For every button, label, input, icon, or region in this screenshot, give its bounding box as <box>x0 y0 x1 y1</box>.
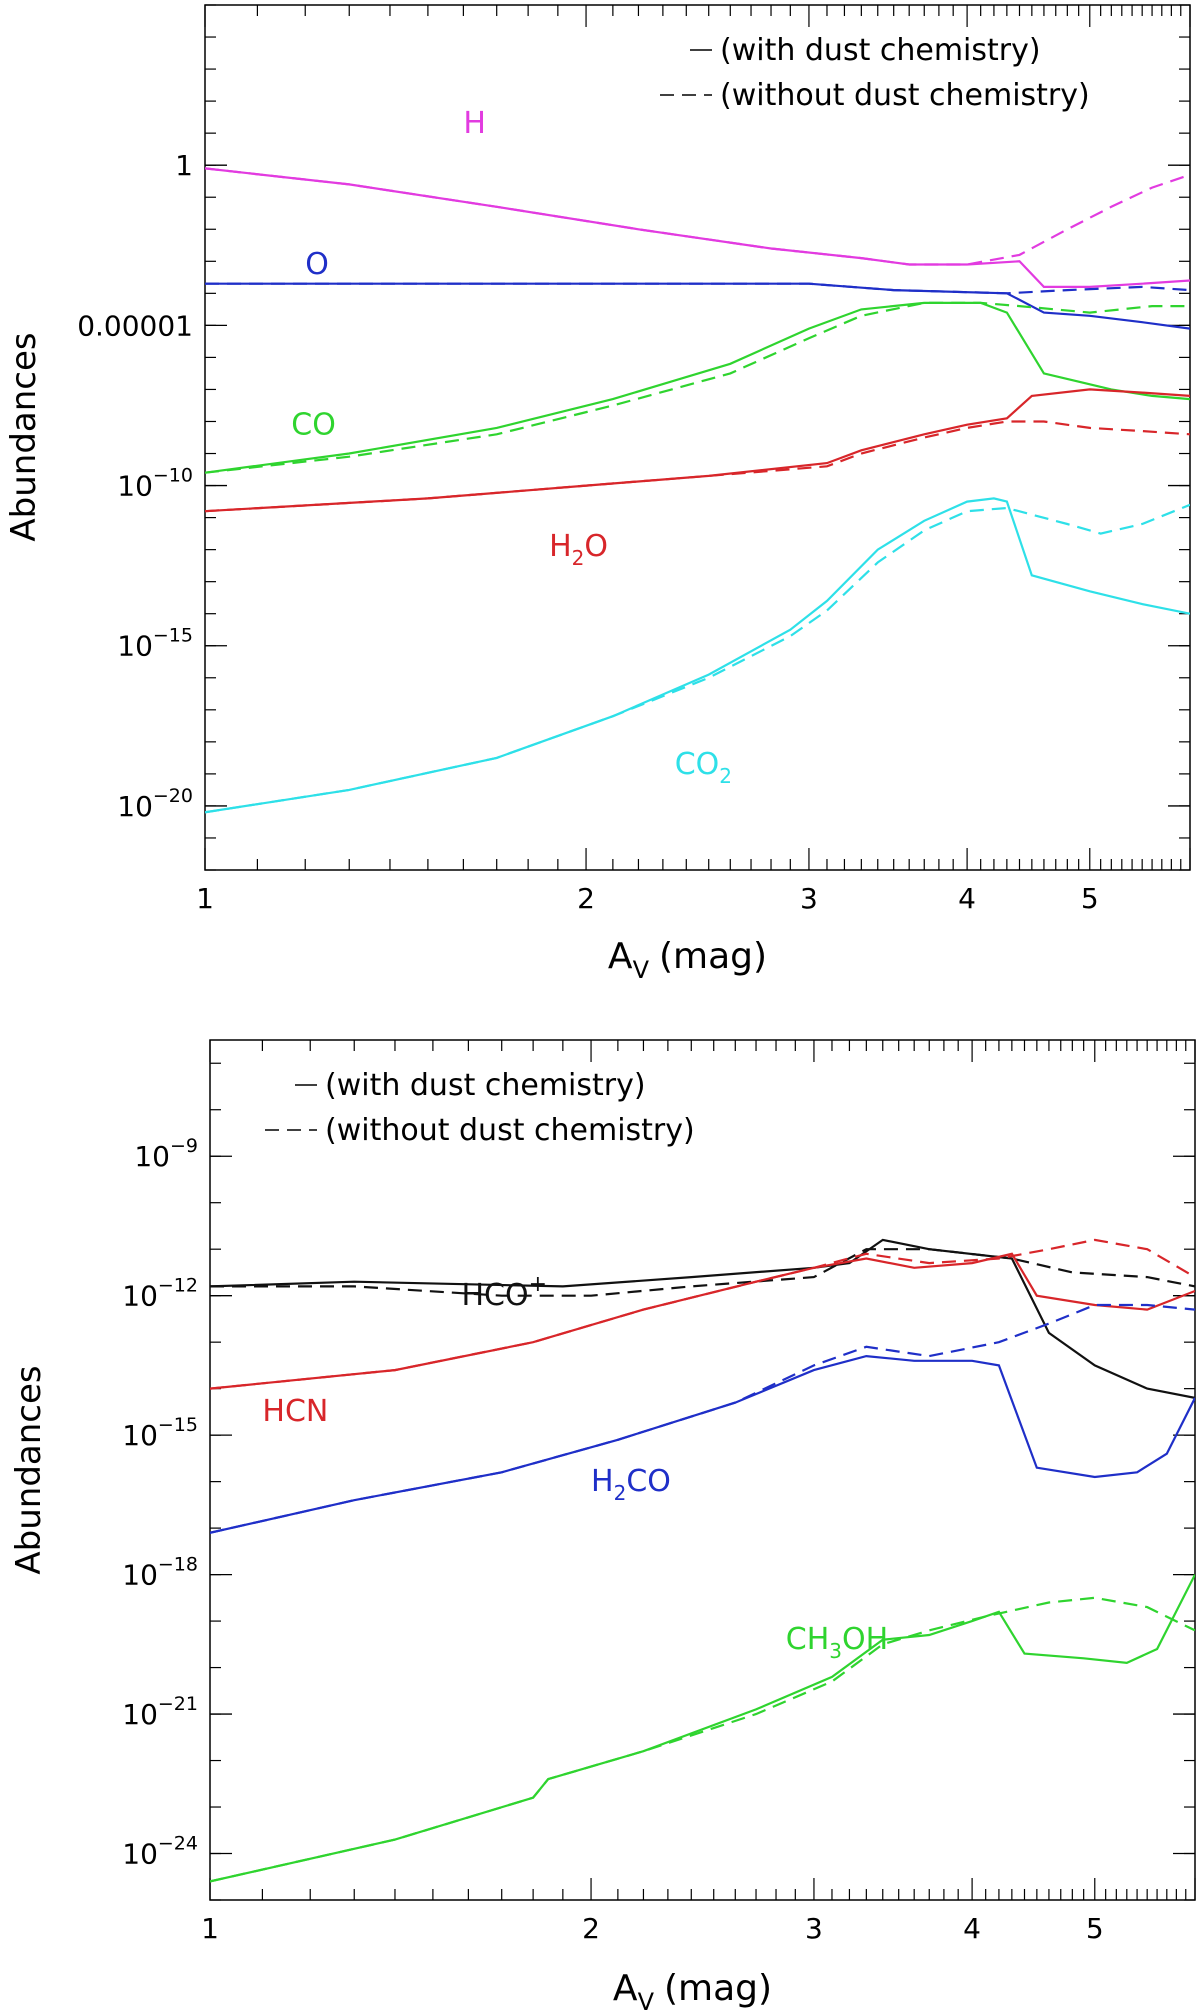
series-o <box>205 282 1190 330</box>
series-label: H2O <box>549 529 608 570</box>
series-label: CH3OH <box>786 1622 888 1663</box>
panel-top: 1 2 3 4 5 1 0.00001 10−10 10−15 10−20 Abundances AV… <box>4 4 1191 984</box>
series-line-without-dust <box>210 1238 1195 1390</box>
x-tick-label: 5 <box>1081 882 1099 915</box>
legend-solid-label: (with dust chemistry) <box>720 33 1041 68</box>
x-tick-label: 3 <box>800 882 818 915</box>
x-tick-label: 5 <box>1086 1912 1104 1945</box>
y-tick-label: 10−12 <box>122 1275 198 1313</box>
series-line-without-dust <box>205 420 1190 513</box>
y-tick-label: 10−20 <box>117 785 193 823</box>
y-tick-label: 10−10 <box>117 465 193 503</box>
y-tick-label: 0.00001 <box>77 309 193 342</box>
series-label: CO2 <box>675 747 732 788</box>
series-label: H <box>463 106 486 141</box>
series-hcn <box>210 1238 1195 1390</box>
x-tick-label: 2 <box>582 1912 600 1945</box>
y-minor-ticks <box>205 4 1190 871</box>
series-label: H2CO <box>591 1464 671 1505</box>
x-axis-label: AV (mag) <box>613 1968 772 2015</box>
x-minor-ticks <box>204 5 1191 870</box>
y-minor-ticks <box>210 1062 1195 1901</box>
x-tick-label: 3 <box>805 1912 823 1945</box>
x-axis-label: AV (mag) <box>608 936 767 984</box>
x-tick-label: 1 <box>201 1912 219 1945</box>
series-h2co <box>210 1303 1195 1534</box>
legend: (with dust chemistry) (without dust chemi… <box>265 1068 695 1148</box>
series-line-with-dust <box>205 282 1190 330</box>
series-line-with-dust <box>210 1238 1195 1399</box>
series-line-with-dust <box>205 388 1190 513</box>
series-line-with-dust <box>210 1252 1195 1390</box>
series-line-with-dust <box>205 167 1190 288</box>
series-label: O <box>305 247 329 282</box>
series-co <box>205 301 1190 474</box>
series-line-with-dust <box>205 301 1190 474</box>
x-tick-label: 2 <box>577 882 595 915</box>
y-tick-label: 1 <box>175 149 193 182</box>
legend-solid-label: (with dust chemistry) <box>325 1068 646 1103</box>
series-line-with-dust <box>205 497 1190 814</box>
series-line-without-dust <box>205 301 1190 474</box>
series-hco <box>210 1238 1195 1399</box>
series-h <box>205 167 1190 288</box>
x-tick-label: 1 <box>196 882 214 915</box>
panel-bottom: 1 2 3 4 5 10−9 10−12 10−15 10−18 10−21 10−24 Abunda… <box>9 1039 1196 2015</box>
y-tick-label: 10−15 <box>117 625 193 663</box>
plot-frame <box>204 4 1191 871</box>
y-axis-label: Abundances <box>9 1365 49 1574</box>
series-label: HCO+ <box>461 1272 547 1313</box>
legend-dashed-label: (without dust chemistry) <box>325 1113 695 1148</box>
x-tick-label: 4 <box>958 882 976 915</box>
series-line-without-dust <box>205 167 1190 266</box>
series-h2o <box>205 388 1190 513</box>
x-minor-ticks <box>209 1040 1196 1900</box>
series-label: CO <box>291 407 336 442</box>
series-label: HCN <box>262 1394 328 1429</box>
legend: (with dust chemistry) (without dust chemi… <box>660 33 1090 113</box>
y-tick-label: 10−15 <box>122 1414 198 1452</box>
y-tick-label: 10−9 <box>134 1135 198 1173</box>
series-line-without-dust <box>210 1596 1195 1883</box>
x-tick-label: 4 <box>963 1912 981 1945</box>
y-tick-label: 10−24 <box>122 1833 198 1871</box>
y-tick-label: 10−18 <box>122 1554 198 1592</box>
series-line-with-dust <box>210 1574 1195 1883</box>
series-co2 <box>205 497 1190 814</box>
y-tick-label: 10−21 <box>122 1693 198 1731</box>
legend-dashed-label: (without dust chemistry) <box>720 78 1090 113</box>
series-line-with-dust <box>210 1354 1195 1534</box>
series-line-without-dust <box>210 1248 1195 1297</box>
plot-frame <box>209 1039 1196 1901</box>
series-ch3oh <box>210 1574 1195 1883</box>
y-axis-label: Abundances <box>4 332 44 541</box>
